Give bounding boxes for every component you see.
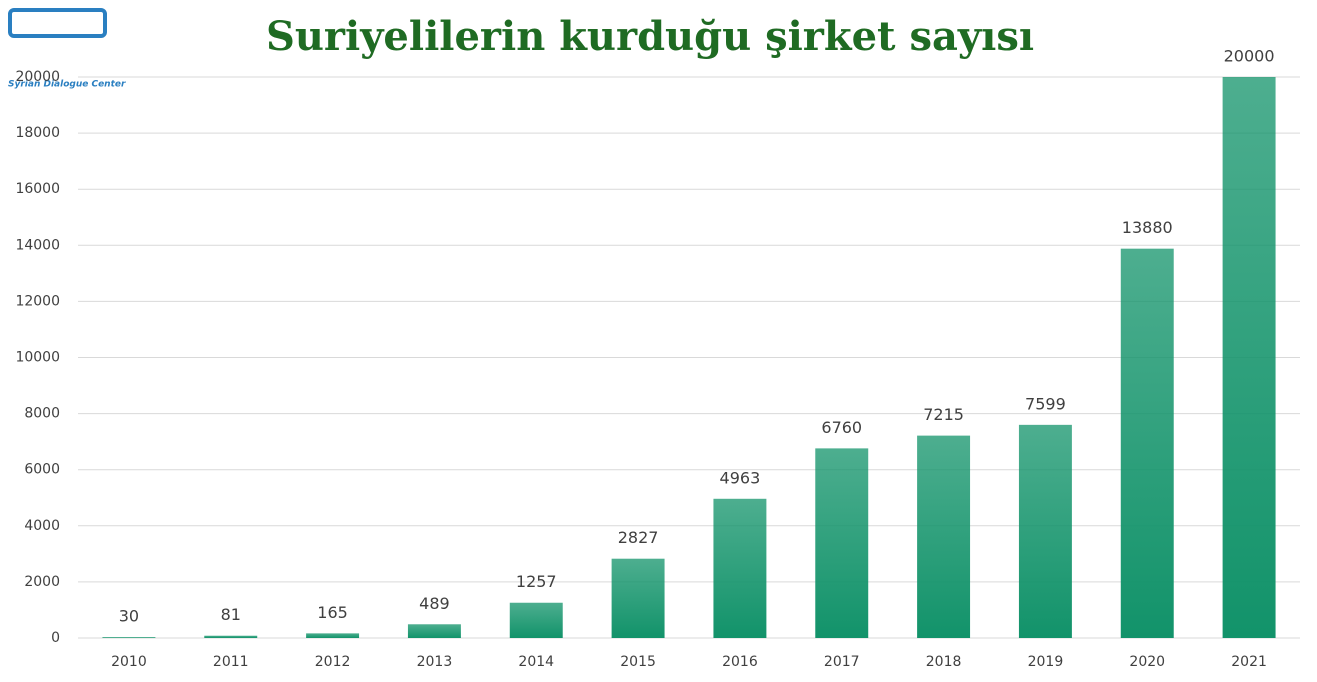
y-tick-label: 20000 <box>15 69 60 85</box>
value-label: 489 <box>419 594 450 613</box>
y-tick-label: 2000 <box>24 574 60 590</box>
x-tick-label: 2016 <box>722 654 758 670</box>
y-tick-label: 10000 <box>15 350 60 366</box>
bar <box>815 448 869 638</box>
bar <box>611 558 665 638</box>
bar <box>917 435 971 638</box>
x-tick-label: 2012 <box>315 654 351 670</box>
x-tick-label: 2021 <box>1231 654 1267 670</box>
logo-mark <box>8 8 107 38</box>
x-tick-label: 2015 <box>620 654 656 670</box>
value-label: 81 <box>221 605 241 624</box>
bar <box>102 637 156 638</box>
x-tick-label: 2018 <box>926 654 962 670</box>
value-label: 7599 <box>1025 394 1066 413</box>
bar <box>306 633 360 638</box>
x-tick-label: 2013 <box>417 654 453 670</box>
value-label: 1257 <box>516 572 557 591</box>
y-tick-label: 12000 <box>15 293 60 309</box>
bar <box>1120 248 1174 638</box>
value-label: 2827 <box>618 528 659 547</box>
y-tick-label: 0 <box>51 630 60 646</box>
y-tick-label: 6000 <box>24 462 60 478</box>
x-tick-label: 2020 <box>1129 654 1165 670</box>
y-tick-label: 8000 <box>24 406 60 422</box>
value-label: 13880 <box>1122 218 1173 237</box>
logo-text: Syrian Dialogue Center <box>8 80 126 90</box>
value-label: 20000 <box>1224 47 1275 66</box>
value-label: 4963 <box>720 468 761 487</box>
logo: Syrian Dialogue Center <box>8 8 126 90</box>
y-tick-label: 16000 <box>15 181 60 197</box>
bar <box>407 624 461 638</box>
x-tick-label: 2014 <box>518 654 554 670</box>
x-tick-label: 2010 <box>111 654 147 670</box>
x-tick-label: 2019 <box>1028 654 1064 670</box>
y-tick-label: 18000 <box>15 125 60 141</box>
value-label: 7215 <box>923 405 964 424</box>
value-label: 30 <box>119 607 139 626</box>
y-tick-label: 14000 <box>15 237 60 253</box>
bar <box>204 635 258 638</box>
bar <box>509 602 563 638</box>
y-tick-label: 4000 <box>24 518 60 534</box>
chart-title: Suriyelilerin kurduğu şirket sayısı <box>266 13 1034 60</box>
value-label: 165 <box>317 603 348 622</box>
bar <box>1222 77 1276 638</box>
value-label: 6760 <box>821 418 862 437</box>
bar <box>1018 424 1072 638</box>
x-tick-label: 2011 <box>213 654 249 670</box>
x-tick-label: 2017 <box>824 654 860 670</box>
bar <box>713 498 767 638</box>
